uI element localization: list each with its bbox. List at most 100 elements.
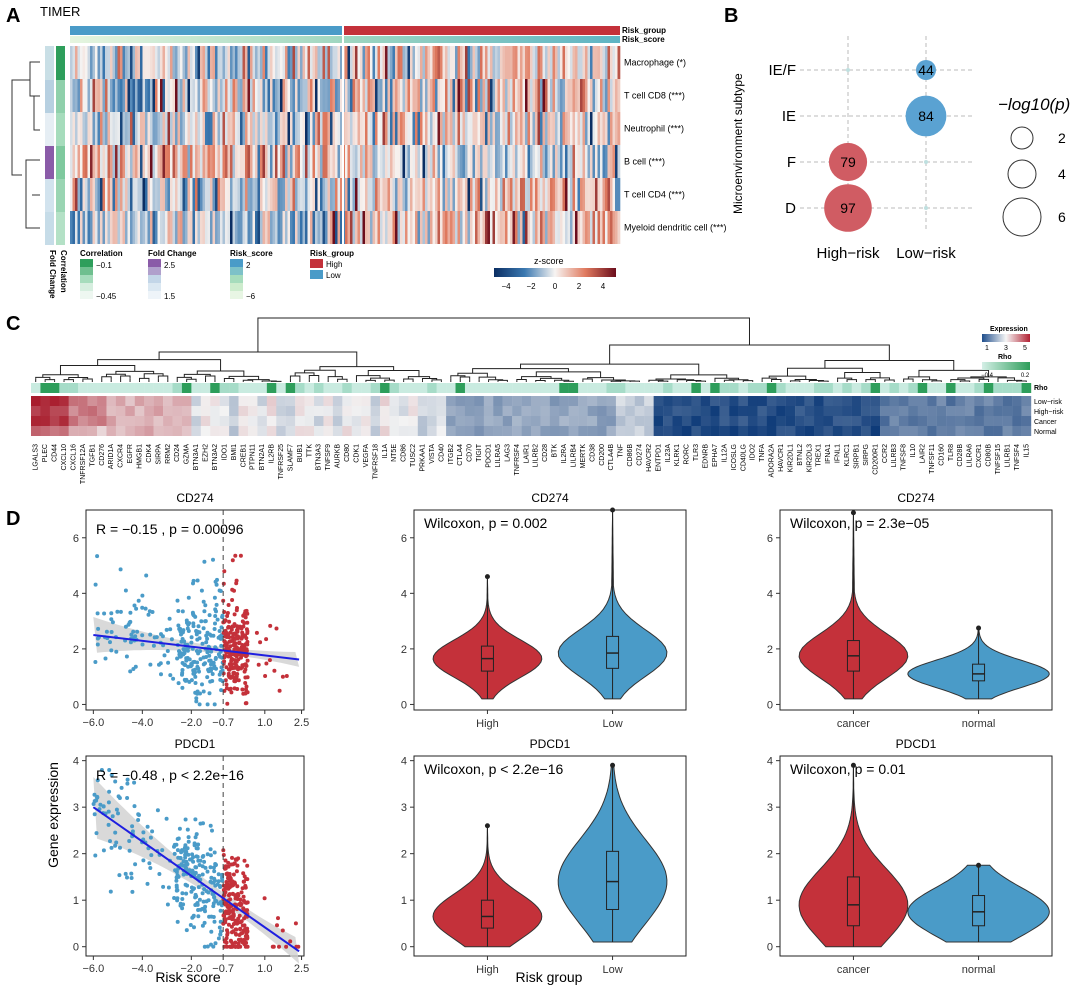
scatter-point	[136, 812, 141, 817]
heatmap-a-cell	[497, 79, 501, 112]
scatter-point	[185, 827, 190, 832]
gene-label: CREB1	[240, 444, 247, 467]
heatmap-a-cell	[415, 211, 418, 244]
gene-label: EDNRB	[703, 444, 710, 469]
legend-correlation-title: Correlation	[80, 249, 123, 258]
heatmap-a-cell	[432, 145, 436, 178]
heatmap-a-cell	[237, 46, 241, 79]
scatter-point	[118, 567, 123, 572]
gene-label: BTN3A2	[212, 444, 219, 471]
heatmap-a-cell	[280, 46, 283, 79]
regression-line	[92, 806, 300, 953]
heatmap-a-cell	[457, 211, 461, 244]
bubble-legend-value-4: 4	[1058, 166, 1066, 182]
heatmap-a-cell	[242, 178, 246, 211]
gene-label: LAIR1	[523, 444, 530, 464]
heatmap-a-cell	[487, 112, 491, 145]
bubble-label: 44	[918, 62, 934, 78]
panel-a-heatmap: TIMER Risk_group Risk_score	[11, 4, 727, 301]
scatter-point	[198, 907, 203, 912]
heatmap-a-cell	[102, 211, 106, 244]
scatter-point	[93, 660, 98, 664]
heatmap-a-cell	[95, 178, 98, 211]
heatmap-c-cell	[370, 406, 381, 416]
heatmap-a-cell	[87, 211, 91, 244]
heatmap-a-cell	[220, 145, 223, 178]
scatter-point	[174, 869, 179, 874]
heatmap-a-cell	[310, 145, 313, 178]
heatmap-c-cell	[559, 396, 569, 406]
heatmap-a-cell	[545, 145, 548, 178]
heatmap-a-cell	[222, 145, 226, 178]
heatmap-a-cell	[355, 46, 358, 79]
scatter-point	[207, 613, 212, 618]
heatmap-a-cell	[495, 178, 498, 211]
heatmap-c-cell	[898, 426, 909, 436]
violin-xtick-label: normal	[962, 718, 996, 730]
heatmap-a-cell	[275, 178, 278, 211]
heatmap-c-cell	[1021, 406, 1032, 416]
scatter-point	[189, 885, 194, 890]
scatter-point	[209, 929, 214, 934]
heatmap-c-cell	[898, 396, 909, 406]
heatmap-c-cell	[804, 406, 815, 416]
heatmap-a-cell	[400, 178, 403, 211]
heatmap-c-cell	[531, 426, 541, 436]
heatmap-c-cell	[483, 416, 494, 426]
heatmap-c-cell	[68, 396, 79, 406]
heatmap-a-cell	[455, 112, 458, 145]
heatmap-a-cell	[375, 112, 378, 145]
panel-b-bubble: Microenvironment subtype IE/FIEFDHigh−ri…	[731, 36, 1070, 262]
heatmap-a-cell	[415, 46, 418, 79]
heatmap-c-cell	[323, 416, 334, 426]
heatmap-a-cell	[545, 211, 548, 244]
risk-score-bar	[70, 36, 620, 43]
scatter-point	[193, 817, 198, 822]
heatmap-a-cell	[285, 211, 288, 244]
heatmap-a-cell	[450, 145, 453, 178]
heatmap-a-cell	[562, 211, 566, 244]
gene-label: IL15	[1023, 444, 1030, 458]
heatmap-a-cell	[565, 112, 568, 145]
bubble-faint	[846, 68, 850, 72]
heatmap-a-cell	[137, 79, 141, 112]
dendro-branch	[59, 365, 136, 375]
dendro-branch	[794, 379, 817, 381]
heatmap-a-cell	[135, 112, 138, 145]
heatmap-a-cell	[397, 145, 401, 178]
scatter-point	[228, 664, 233, 669]
bubble-label: 84	[918, 108, 934, 124]
gene-label: KLRK1	[674, 444, 681, 466]
scatter-point	[237, 640, 242, 645]
heatmap-a-cell	[270, 112, 273, 145]
heatmap-a-cell	[135, 211, 138, 244]
heatmap-c-cell	[861, 406, 871, 416]
heatmap-c-cell	[738, 416, 749, 426]
heatmap-c-cell	[964, 426, 975, 436]
heatmap-a-cell	[565, 178, 568, 211]
scatter-point	[183, 663, 188, 667]
heatmap-a-cell	[307, 145, 311, 178]
scatter-point	[213, 621, 217, 626]
heatmap-a-cell	[417, 46, 421, 79]
scatter-point	[188, 923, 193, 927]
scatter-point	[228, 686, 233, 691]
rho-cell	[295, 383, 305, 393]
heatmap-a-cell	[530, 211, 533, 244]
heatmap-a-cell	[295, 211, 298, 244]
heatmap-a-cell	[292, 178, 296, 211]
heatmap-a-cell	[190, 112, 193, 145]
scatter-point	[230, 917, 235, 922]
heatmap-c-cell	[125, 406, 135, 416]
heatmap-a-cell	[512, 178, 516, 211]
gene-label: TNFRSF18	[372, 444, 379, 480]
heatmap-a-cell	[527, 211, 531, 244]
heatmap-a-cell	[165, 211, 168, 244]
heatmap-a-cell	[152, 112, 156, 145]
heatmap-a-cell	[397, 112, 401, 145]
heatmap-a-cell	[427, 145, 431, 178]
scatter-point	[135, 629, 140, 634]
bubble-size-legend: −log10(p) 2 4 6	[998, 95, 1070, 237]
